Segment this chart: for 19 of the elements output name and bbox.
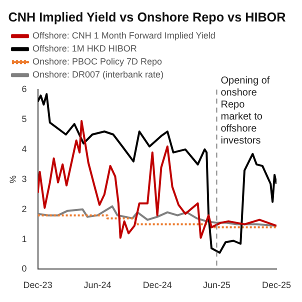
y-tick-label: 0 — [22, 264, 27, 274]
y-tick-label: 3 — [22, 174, 27, 184]
legend-label: Onshore: DR007 (interbank rate) — [32, 70, 164, 80]
legend-label: Offshore: CNH 1 Month Forward Implied Yield — [32, 30, 216, 41]
y-tick-label: 4 — [22, 144, 27, 154]
chart-title: CNH Implied Yield vs Onshore Repo vs HIBOR — [8, 9, 286, 24]
x-tick-label: Jun-24 — [84, 280, 112, 290]
y-tick-label: 2 — [22, 204, 27, 214]
y-tick-label: 1 — [22, 234, 27, 244]
ref-line-label: Opening of onshore Repo market to offshore investors — [220, 75, 270, 146]
legend-label: Offshore: 1M HKD HIBOR — [32, 44, 138, 54]
y-tick-label: 6 — [22, 84, 27, 94]
y-axis-title: % — [8, 175, 18, 184]
x-tick-label: Dec-25 — [262, 280, 291, 290]
legend-label: Onshore: PBOC Policy 7D Repo — [32, 56, 162, 67]
x-tick-label: Dec-23 — [23, 280, 52, 290]
y-tick-label: 5 — [22, 114, 27, 124]
x-tick-label: Jun-25 — [202, 280, 231, 290]
x-tick-label: Dec-24 — [142, 280, 172, 290]
